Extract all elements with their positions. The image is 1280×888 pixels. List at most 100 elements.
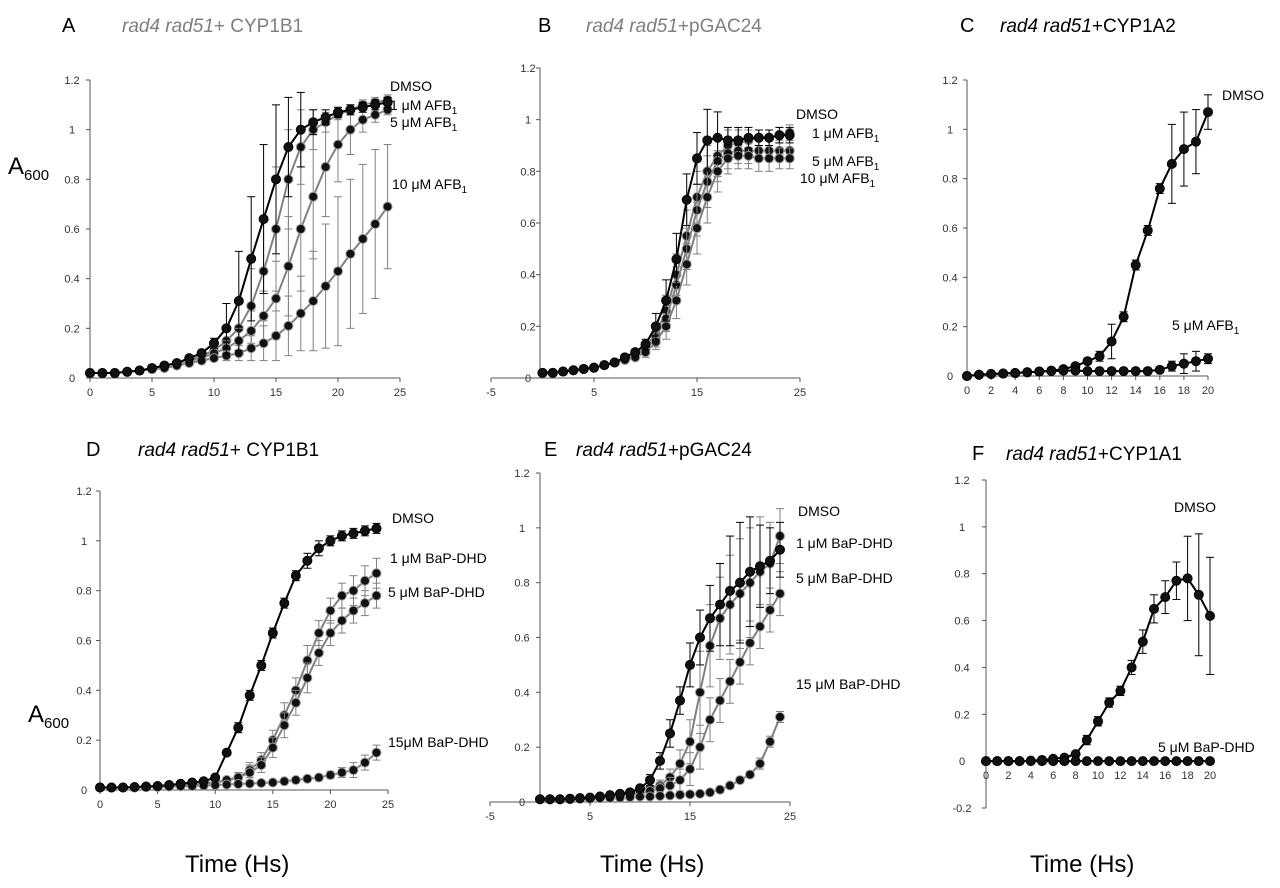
data-point bbox=[1137, 756, 1148, 767]
series-label: 5 μM BaP-DHD bbox=[388, 584, 485, 600]
x-tick-label: 20 bbox=[1202, 385, 1214, 397]
data-point bbox=[535, 794, 545, 805]
data-point bbox=[290, 697, 301, 708]
data-point bbox=[233, 779, 244, 790]
data-point bbox=[1142, 225, 1153, 236]
y-tick-label: 0.4 bbox=[64, 274, 79, 286]
y-tick-label: 0.2 bbox=[514, 742, 529, 754]
series-line bbox=[100, 594, 378, 789]
x-tick-label: 4 bbox=[1028, 770, 1034, 782]
data-point bbox=[675, 695, 685, 706]
data-point bbox=[370, 99, 381, 110]
data-point bbox=[118, 782, 129, 793]
data-point bbox=[267, 628, 278, 639]
data-point bbox=[705, 714, 715, 725]
panel-title: rad4 rad51+CYP1A2 bbox=[1000, 16, 1176, 37]
x-axis-title: Time (Hs) bbox=[600, 851, 704, 878]
data-point bbox=[665, 790, 675, 801]
data-point bbox=[308, 117, 319, 128]
data-point bbox=[221, 779, 232, 790]
data-point bbox=[1193, 756, 1204, 767]
data-point bbox=[258, 310, 269, 321]
title-italic: rad4 rad51 bbox=[1000, 16, 1092, 37]
data-point bbox=[1070, 365, 1081, 376]
data-point bbox=[1137, 636, 1148, 647]
x-tick-label: 8 bbox=[1060, 385, 1066, 397]
data-point bbox=[735, 657, 745, 668]
x-tick-label: 0 bbox=[964, 385, 970, 397]
panel-d: D rad4 rad51+ CYP1B1 0 0.2 0.4 0.6 0.8 1 1.2 0 5… bbox=[76, 439, 488, 811]
data-point bbox=[692, 153, 702, 164]
data-point bbox=[589, 362, 599, 373]
x-tick-label: 12 bbox=[1114, 770, 1126, 782]
y-tick-label: 1.2 bbox=[514, 468, 529, 480]
x-tick-label: 18 bbox=[1178, 385, 1190, 397]
x-tick-label: 4 bbox=[1012, 385, 1018, 397]
y-tick-label: 0 bbox=[525, 373, 531, 385]
series-label-text: 10 μM AFB bbox=[800, 170, 870, 186]
plot-area: 0 0.2 0.4 0.6 0.8 1 1.2 0 2 4 6 8 10 12 14 16 18 20 bbox=[942, 75, 1214, 397]
data-point bbox=[775, 544, 785, 555]
data-point bbox=[695, 687, 705, 698]
data-point bbox=[775, 712, 785, 723]
series-label: 5 μM AFB1 bbox=[812, 153, 880, 173]
y-axis-title: A600 bbox=[8, 153, 49, 184]
series-label: 1 μM BaP-DHD bbox=[390, 550, 487, 566]
x-tick-label: 15 bbox=[270, 387, 282, 399]
y-tick-label: 0.8 bbox=[954, 569, 969, 581]
data-point bbox=[359, 575, 370, 586]
data-point bbox=[325, 605, 336, 616]
series-label-text: 1 μM AFB bbox=[812, 125, 874, 141]
y-tick-label: 0.6 bbox=[514, 633, 529, 645]
series-label-text: 5 μM AFB bbox=[1172, 317, 1234, 333]
data-point bbox=[725, 585, 735, 596]
data-point bbox=[695, 788, 705, 799]
x-tick-label: 10 bbox=[209, 799, 221, 811]
data-point bbox=[635, 783, 645, 794]
data-point bbox=[775, 588, 785, 599]
data-point bbox=[333, 107, 343, 118]
plot-area: -0.2 0 0.2 0.4 0.6 0.8 1 1.2 0 2 4 6 8 10 12 14 16 18 20 bbox=[953, 475, 1217, 815]
x-tick-label: 5 bbox=[155, 799, 161, 811]
y-tick-label: 0 bbox=[69, 373, 75, 385]
panel-letter: A bbox=[62, 15, 76, 37]
data-point bbox=[650, 321, 661, 332]
data-point bbox=[585, 792, 595, 803]
y-tick-label: 1.2 bbox=[954, 475, 969, 487]
data-point bbox=[283, 320, 294, 331]
data-point bbox=[1178, 358, 1189, 369]
x-tick-label: 0 bbox=[983, 770, 989, 782]
plot-area: 0 0.2 0.4 0.6 0.8 1 1.2 -5 5 15 25 bbox=[486, 63, 806, 399]
data-point bbox=[1130, 260, 1141, 270]
panel-b: B rad4 rad51+pGAC24 0 0.2 0.4 0.6 0.8 1 1.2 -5 5… bbox=[486, 15, 880, 399]
series-label-sub: 1 bbox=[452, 123, 458, 134]
y-axis-title-main: A bbox=[28, 701, 44, 728]
data-point bbox=[675, 775, 685, 786]
data-point bbox=[675, 758, 685, 769]
series-label-sub: 1 bbox=[874, 162, 880, 173]
y-tick-label: 0.4 bbox=[76, 685, 91, 697]
data-point bbox=[336, 530, 347, 541]
data-point bbox=[171, 358, 182, 369]
series-label-sub: 1 bbox=[452, 106, 458, 117]
data-point bbox=[95, 782, 105, 793]
data-point bbox=[630, 347, 641, 358]
data-point bbox=[733, 135, 744, 146]
data-point bbox=[221, 747, 232, 758]
data-point bbox=[1115, 685, 1126, 696]
series-label-sub: 1 bbox=[1234, 326, 1240, 337]
series-label-text: DMSO bbox=[1222, 87, 1264, 103]
data-point bbox=[645, 775, 655, 786]
data-point bbox=[1149, 603, 1159, 614]
series-label-text: 5 μM BaP-DHD bbox=[796, 570, 893, 586]
data-point bbox=[599, 360, 610, 371]
series-label-text: 10 μM AFB bbox=[392, 176, 462, 192]
data-point bbox=[258, 338, 269, 349]
data-point bbox=[715, 784, 725, 795]
y-tick-label: 0.2 bbox=[954, 709, 969, 721]
data-point bbox=[325, 535, 336, 546]
data-point bbox=[246, 325, 257, 336]
data-point bbox=[743, 150, 754, 161]
data-point bbox=[681, 194, 692, 205]
data-point bbox=[221, 323, 232, 334]
